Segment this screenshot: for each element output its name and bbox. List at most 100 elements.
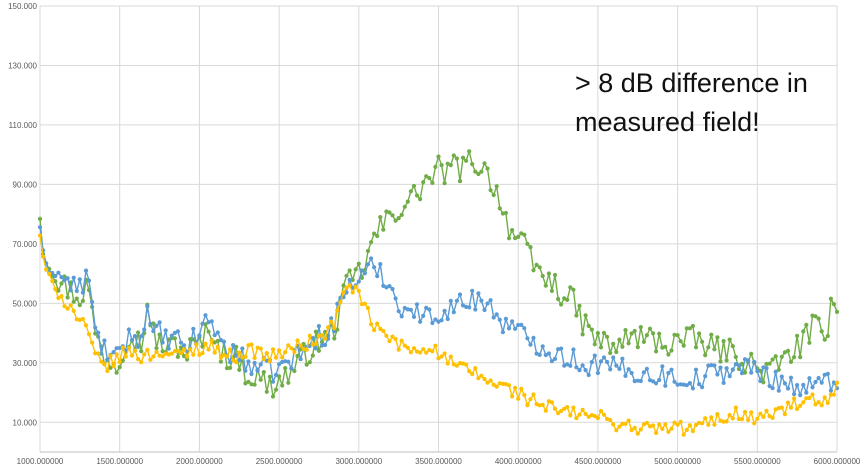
- data-point-blue: [617, 366, 622, 371]
- data-point-green: [758, 368, 763, 373]
- data-point-yellow: [433, 343, 438, 348]
- data-point-green: [813, 314, 818, 319]
- data-point-green: [451, 153, 456, 158]
- data-point-yellow: [286, 343, 291, 348]
- data-point-blue: [758, 378, 763, 384]
- data-point-blue: [62, 278, 67, 283]
- data-point-yellow: [454, 363, 459, 368]
- data-point-yellow: [387, 339, 392, 344]
- data-point-yellow: [617, 424, 622, 429]
- data-point-yellow: [531, 392, 536, 397]
- data-point-blue: [767, 383, 772, 389]
- data-point-yellow: [678, 419, 683, 424]
- data-point-yellow: [730, 416, 735, 421]
- data-point-blue: [323, 342, 328, 348]
- data-point-yellow: [384, 333, 389, 338]
- data-point-blue: [816, 375, 821, 381]
- data-point-green: [117, 365, 122, 370]
- data-point-blue: [586, 372, 591, 378]
- data-point-green: [543, 283, 548, 288]
- data-point-blue: [178, 340, 184, 345]
- data-point-green: [234, 344, 239, 349]
- data-point-green: [589, 327, 594, 332]
- data-point-green: [442, 181, 447, 186]
- data-point-blue: [497, 317, 502, 322]
- data-point-blue: [482, 307, 487, 313]
- data-point-yellow: [614, 428, 619, 433]
- data-point-blue: [197, 333, 202, 338]
- data-point-yellow: [344, 285, 349, 290]
- data-point-blue: [445, 316, 450, 322]
- data-point-blue: [157, 320, 162, 325]
- data-point-blue: [111, 350, 116, 355]
- data-point-green: [430, 180, 435, 185]
- data-point-blue: [675, 382, 680, 387]
- data-point-green: [718, 359, 723, 364]
- data-point-yellow: [59, 294, 64, 299]
- data-point-green: [531, 268, 536, 273]
- data-point-green: [473, 169, 478, 174]
- data-point-yellow: [123, 354, 128, 359]
- data-point-green: [470, 162, 475, 167]
- data-point-green: [178, 345, 184, 350]
- data-point-yellow: [445, 361, 450, 366]
- data-point-yellow: [178, 351, 184, 356]
- data-point-yellow: [405, 345, 410, 350]
- data-point-yellow: [175, 348, 180, 354]
- data-point-blue: [369, 256, 374, 261]
- data-point-blue: [283, 359, 288, 364]
- data-point-green: [654, 349, 659, 354]
- data-point-blue: [601, 355, 607, 360]
- data-point-blue: [788, 375, 794, 380]
- data-point-blue: [53, 273, 58, 279]
- data-point-green: [574, 313, 579, 318]
- data-point-blue: [375, 274, 380, 279]
- data-point-green: [629, 331, 634, 336]
- data-point-blue: [86, 278, 92, 283]
- data-point-yellow: [341, 290, 346, 295]
- data-point-blue: [491, 315, 496, 320]
- data-point-yellow: [249, 342, 254, 347]
- data-point-yellow: [203, 341, 208, 346]
- data-point-green: [414, 193, 420, 198]
- y-tick-label: 150.000: [8, 2, 37, 11]
- data-point-yellow: [825, 400, 830, 405]
- data-point-green: [408, 189, 413, 194]
- data-point-green: [356, 261, 361, 266]
- data-point-green: [353, 267, 358, 272]
- data-point-green: [399, 212, 404, 217]
- data-point-blue: [752, 359, 757, 364]
- data-point-yellow: [353, 284, 358, 289]
- data-point-yellow: [237, 350, 242, 355]
- data-point-yellow: [139, 360, 144, 365]
- x-tick-label: 5000.000000: [654, 457, 701, 466]
- data-point-blue: [651, 379, 656, 384]
- data-point-green: [675, 333, 680, 338]
- data-point-yellow: [513, 385, 518, 390]
- data-point-yellow: [552, 406, 558, 411]
- data-point-yellow: [549, 400, 555, 405]
- data-point-green: [522, 232, 527, 237]
- data-point-blue: [494, 312, 499, 317]
- data-point-green: [516, 234, 521, 239]
- data-point-green: [246, 379, 251, 384]
- data-point-blue: [736, 363, 742, 368]
- y-tick-label: 110.000: [9, 121, 38, 130]
- data-point-blue: [632, 379, 637, 384]
- data-point-green: [258, 377, 263, 382]
- data-point-blue: [552, 356, 558, 361]
- data-point-green: [592, 342, 597, 347]
- data-point-yellow: [273, 355, 279, 360]
- data-point-blue: [246, 359, 251, 364]
- data-point-yellow: [801, 400, 806, 405]
- data-point-green: [632, 328, 637, 334]
- data-point-blue: [776, 388, 781, 393]
- data-point-green: [139, 349, 144, 354]
- data-point-blue: [718, 365, 723, 370]
- data-point-blue: [433, 317, 438, 322]
- data-point-green: [402, 204, 407, 209]
- data-point-blue: [476, 291, 481, 296]
- data-point-blue: [473, 307, 478, 312]
- data-point-yellow: [651, 423, 656, 428]
- data-point-yellow: [739, 417, 745, 422]
